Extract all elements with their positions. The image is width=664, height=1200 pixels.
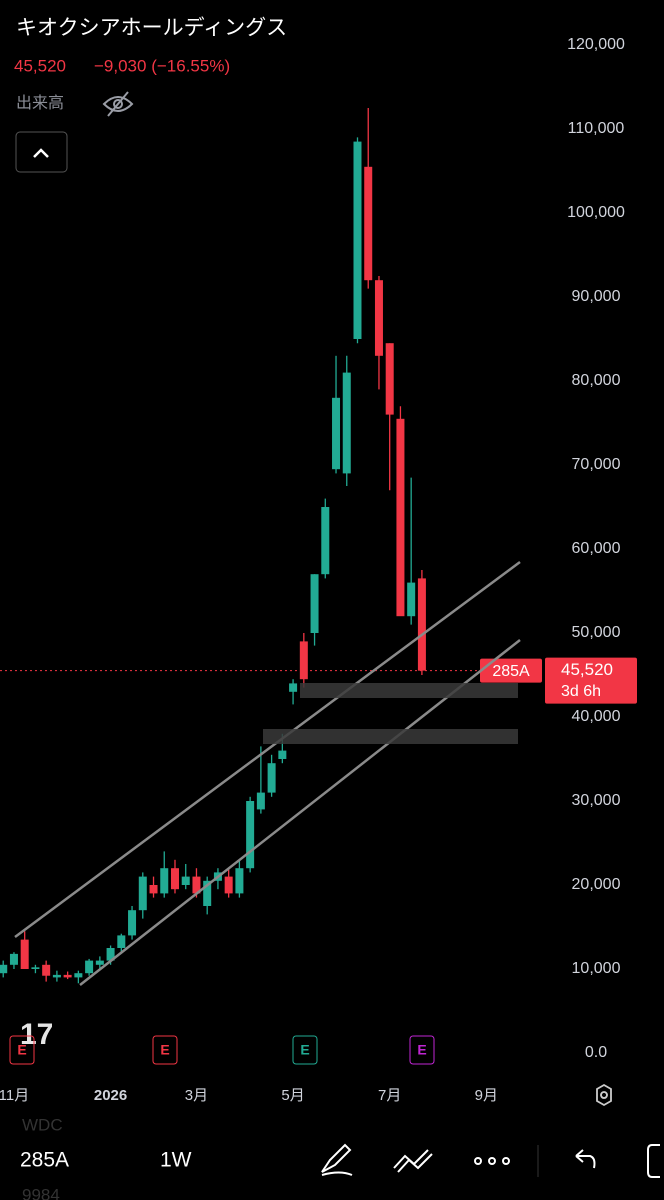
candle-body	[42, 964, 51, 976]
price-tag: 45,520	[561, 660, 613, 679]
candle-body	[267, 763, 276, 793]
candle-body	[138, 876, 147, 911]
candle-body	[9, 953, 18, 965]
candle-body	[74, 973, 83, 978]
y-tick-label: 60,000	[572, 540, 621, 557]
candle-body	[332, 397, 341, 470]
y-tick-label: 50,000	[572, 624, 621, 641]
price-tag-bg	[545, 657, 637, 704]
candle-body	[310, 574, 319, 633]
tv-logo: 17	[20, 1018, 53, 1051]
change: −9,030 (−16.55%)	[94, 56, 230, 75]
y-tick-label: 30,000	[572, 792, 621, 809]
indicator-icon[interactable]	[393, 1149, 433, 1173]
x-tick-label: 5月	[281, 1087, 304, 1104]
candle-body	[63, 974, 72, 978]
event-marker[interactable]	[409, 1035, 435, 1065]
price: 45,520	[14, 56, 66, 75]
symbol-button[interactable]: 285A	[20, 1149, 69, 1172]
candle-body	[0, 964, 8, 974]
candle-body	[117, 935, 126, 948]
candle-body	[52, 974, 61, 978]
candle-body	[95, 960, 104, 965]
event-marker[interactable]	[292, 1035, 318, 1065]
candle-body	[235, 868, 244, 894]
interval-button[interactable]: 1W	[160, 1149, 192, 1172]
event-label: E	[417, 1042, 426, 1058]
y-tick-label: 10,000	[572, 960, 621, 977]
event-marker[interactable]	[152, 1035, 178, 1065]
candle-body	[31, 967, 40, 969]
candle-body	[149, 885, 158, 894]
candle-body	[321, 507, 330, 575]
y-tick-label: 70,000	[572, 456, 621, 473]
settings-icon[interactable]	[596, 1083, 612, 1107]
draw-icon[interactable]	[321, 1143, 353, 1176]
candle-body	[299, 641, 308, 680]
candle-body	[128, 910, 137, 936]
candle-body	[203, 880, 212, 906]
candle-body	[192, 876, 201, 894]
y-tick-label: 40,000	[572, 708, 621, 725]
ghost-text: WDC	[22, 1115, 63, 1134]
candle-body	[20, 939, 29, 969]
candle-body	[342, 372, 351, 474]
x-tick-label: 3月	[185, 1087, 208, 1104]
symbol-tag-bg	[480, 658, 542, 683]
x-tick-label: 2026	[94, 1087, 127, 1104]
trend-lines	[14, 560, 521, 986]
y-tick-label: 110,000	[568, 120, 625, 137]
y-tick-label: 80,000	[572, 372, 621, 389]
countdown: 3d 6h	[561, 683, 601, 700]
candle-body	[374, 280, 383, 356]
layout-icon[interactable]	[647, 1144, 660, 1178]
more-icon[interactable]	[474, 1157, 510, 1165]
y-tick-label: 100,000	[567, 204, 625, 221]
ghost-text: 9984	[22, 1185, 60, 1200]
x-tick-label: 11月	[0, 1087, 29, 1104]
y-tick-label: 0.0	[585, 1044, 607, 1061]
candle-body	[417, 578, 426, 671]
chart-title: キオクシアホールディングス	[16, 17, 287, 40]
y-tick-label: 90,000	[572, 288, 621, 305]
candle-body	[85, 960, 94, 974]
zone-box	[263, 729, 518, 744]
candle-body	[385, 343, 394, 415]
event-label: E	[300, 1042, 309, 1058]
candle-body	[170, 868, 179, 890]
volume-label[interactable]: 出来高	[16, 94, 64, 112]
candle-body	[246, 801, 255, 869]
event-label: E	[160, 1042, 169, 1058]
x-tick-label: 7月	[378, 1087, 401, 1104]
candle-body	[353, 141, 362, 339]
candle-body	[160, 868, 169, 894]
undo-icon[interactable]	[575, 1149, 596, 1169]
collapse-button[interactable]	[15, 131, 68, 173]
y-tick-label: 20,000	[572, 876, 621, 893]
candle-body	[181, 876, 190, 885]
candle-body	[289, 683, 298, 692]
candle-body	[224, 876, 233, 894]
zone-box	[300, 683, 518, 698]
symbol-tag: 285A	[492, 663, 530, 680]
candle-body	[256, 792, 265, 810]
y-tick-label: 120,000	[567, 36, 625, 53]
event-marker[interactable]	[9, 1035, 35, 1065]
candle-body	[396, 418, 405, 617]
candle-body	[407, 582, 416, 617]
candle-body	[106, 948, 115, 961]
x-tick-label: 9月	[475, 1087, 498, 1104]
eye-off-icon[interactable]	[102, 91, 134, 117]
candle-body	[278, 750, 287, 759]
candle-body	[364, 166, 373, 281]
event-label: E	[17, 1042, 26, 1058]
